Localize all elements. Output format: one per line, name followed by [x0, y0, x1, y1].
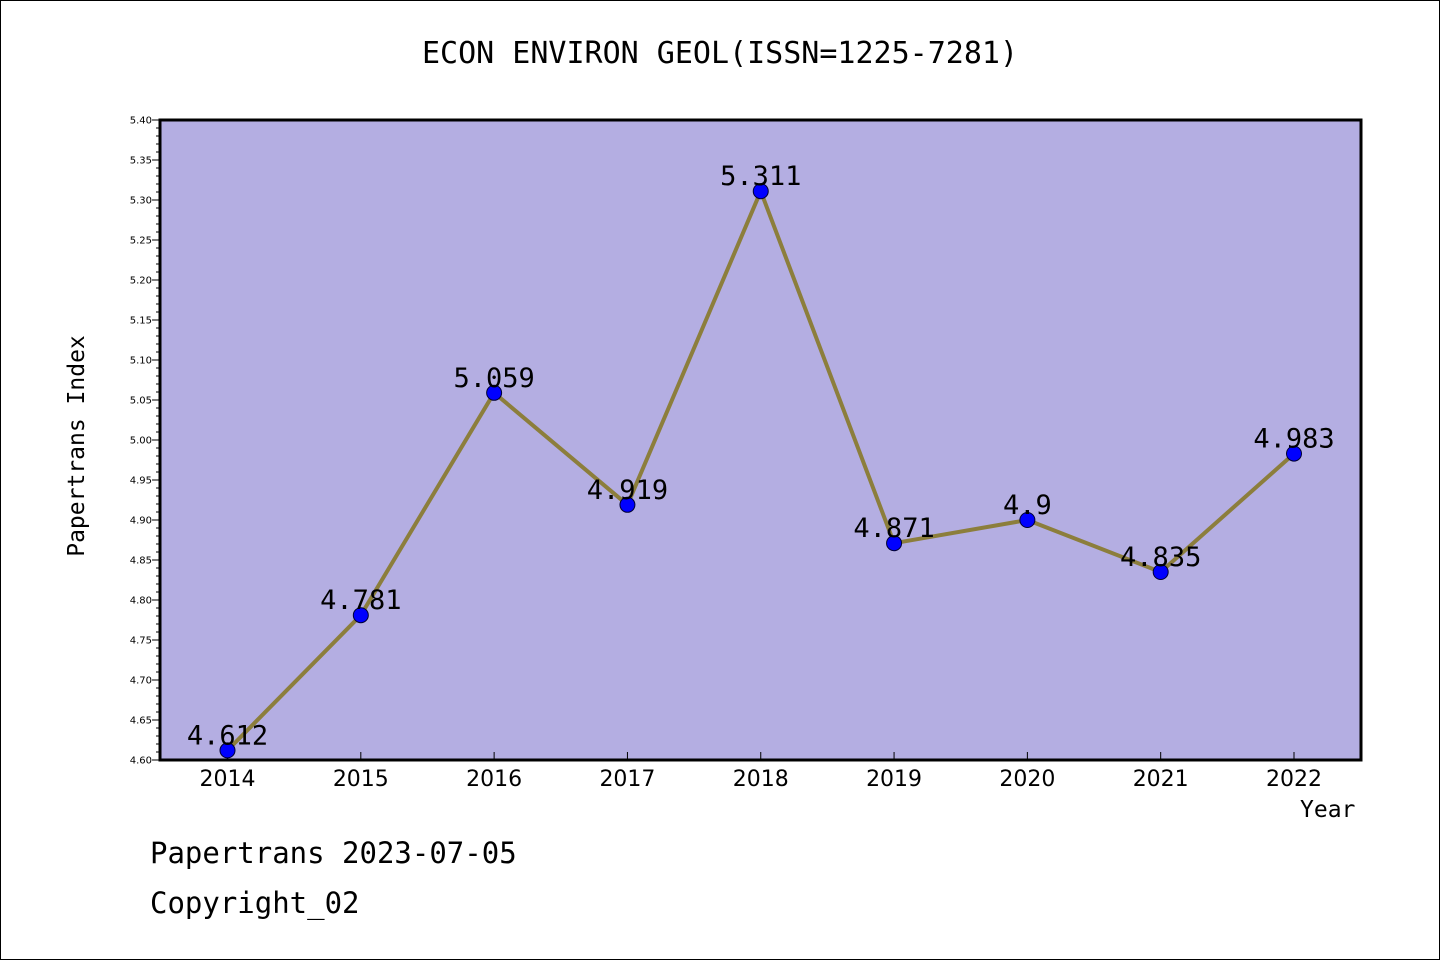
y-tick-label: 4.85	[130, 556, 152, 567]
x-tick-label: 2022	[1266, 767, 1322, 792]
data-label: 4.9	[1003, 490, 1052, 521]
data-point	[352, 607, 369, 624]
data-label: 4.983	[1253, 424, 1334, 455]
data-point	[219, 742, 236, 759]
y-axis-ticks: 4.60 4.65 4.70 4.75 4.80 4.85 4.90 4.95 5.00 5.05…	[130, 116, 160, 767]
y-tick-label: 5.35	[130, 156, 152, 167]
x-tick-label: 2020	[999, 767, 1055, 792]
data-label: 4.612	[187, 720, 268, 751]
data-point	[752, 183, 769, 200]
data-label: 4.835	[1120, 542, 1201, 573]
y-tick-label: 4.80	[130, 596, 152, 607]
y-tick-label: 5.15	[130, 316, 152, 327]
y-tick-label: 4.60	[130, 756, 152, 767]
x-tick-label: 2021	[1133, 767, 1189, 792]
x-tick-label: 2018	[733, 767, 789, 792]
y-tick-label: 5.10	[130, 356, 152, 367]
data-point	[1019, 512, 1036, 528]
footer-copyright: Copyright_02	[150, 886, 360, 920]
data-point	[886, 535, 903, 552]
y-tick-label: 5.05	[130, 396, 152, 407]
series-group	[219, 183, 1302, 759]
x-tick-label: 2019	[866, 767, 922, 792]
data-label: 5.311	[720, 161, 801, 192]
y-tick-label: 4.90	[130, 516, 152, 527]
y-tick-label: 5.40	[130, 116, 152, 127]
plot-border	[158, 118, 1363, 762]
x-axis-label: Year	[1300, 797, 1356, 823]
y-tick-label: 5.30	[130, 196, 152, 207]
x-tick-label: 2015	[333, 767, 389, 792]
y-tick-label: 4.65	[130, 716, 152, 727]
data-point	[619, 496, 636, 513]
data-label: 4.781	[320, 585, 401, 616]
x-tick-label: 2016	[466, 767, 522, 792]
x-tick-label: 2017	[599, 767, 655, 792]
y-tick-label: 4.95	[130, 476, 152, 487]
y-tick-label: 4.70	[130, 676, 152, 687]
data-label: 4.871	[853, 513, 934, 544]
footer-date: Papertrans 2023-07-05	[150, 836, 517, 870]
data-point	[1152, 564, 1169, 580]
data-point	[1286, 445, 1302, 462]
x-tick-label: 2014	[200, 767, 256, 792]
y-tick-label: 5.25	[130, 236, 152, 247]
plot-area	[160, 120, 1361, 760]
data-label: 4.919	[587, 475, 668, 506]
y-tick-label: 4.75	[130, 636, 152, 647]
y-tick-label: 5.00	[130, 436, 152, 447]
y-tick-label: 5.20	[130, 276, 152, 287]
data-label: 5.059	[453, 363, 534, 394]
chart-title: ECON ENVIRON GEOL(ISSN=1225-7281)	[421, 36, 1019, 71]
data-labels: 4.612 4.781 5.059 4.919 5.311 4.871 4.9 4.835 4.…	[187, 161, 1335, 751]
x-axis-ticks: 2014 2015 2016 2017 2018 2019 2020 2021 2022	[200, 752, 1322, 792]
data-point	[486, 384, 503, 401]
